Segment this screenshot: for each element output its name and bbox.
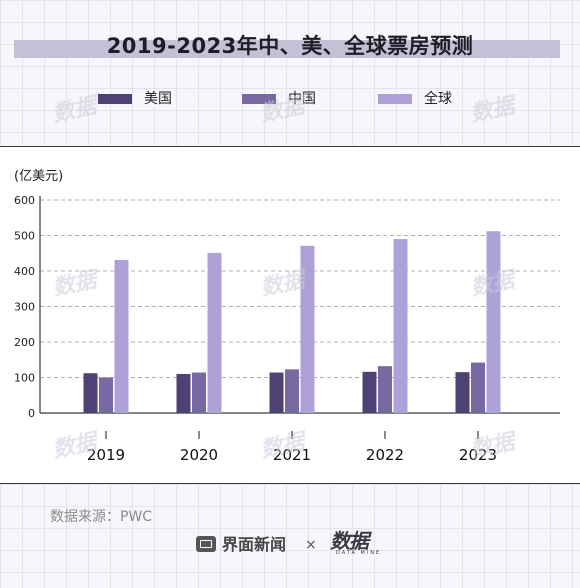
bar-2023-美国 [455,372,470,413]
chart-panel: (亿美元) 0 100 200 300 400 500 600 2019 2020 2021 202… [0,146,580,484]
y-tick-label: 600 [14,194,35,207]
y-tick-label: 100 [14,372,35,385]
bar-2020-中国 [192,372,206,413]
footer-brand: 界面新闻 [222,535,287,554]
x-tick-label: 2020 [180,446,218,464]
legend-label-us: 美国 [144,91,172,107]
legend-swatch-us [98,94,132,104]
bar-2020-全球 [207,252,222,413]
data-mine-logo: 数据 [330,529,369,553]
source-note: 数据来源：PWC [50,509,153,525]
legend-swatch-global [378,94,412,104]
x-tick-label: 2023 [459,446,497,464]
jiemian-logo-icon [196,536,216,552]
legend-label-china: 中国 [288,91,316,107]
x-tick-label: 2019 [87,446,125,464]
x-tick-label: 2022 [366,446,404,464]
bar-2023-中国 [471,362,485,413]
bar-2020-美国 [176,373,191,413]
legend-swatch-china [242,94,276,104]
bar-2022-美国 [362,371,377,413]
bar-2019-全球 [114,259,129,413]
y-tick-label: 500 [14,230,35,243]
y-tick-label: 200 [14,336,35,349]
bar-2021-中国 [285,369,299,413]
bar-2022-全球 [393,239,408,413]
x-tick-label: 2021 [273,446,311,464]
bars [83,231,501,413]
footer: 界面新闻 × 数据 DATA MINE [0,529,580,556]
y-tick-label: 400 [14,265,35,278]
bar-2021-全球 [300,245,315,413]
data-mine-logo-sub: DATA MINE [336,550,382,556]
bar-2021-美国 [269,372,284,413]
footer-times: × [305,537,317,553]
legend: 美国 中国 全球 [0,88,580,112]
bar-chart: 0 100 200 300 400 500 600 2019 2020 2021 2022 2023 [14,194,560,464]
title-bar [14,40,560,58]
chart-title: 2019-2023年中、美、全球票房预测 [106,34,474,58]
bar-2022-中国 [378,366,392,413]
legend-label-global: 全球 [424,91,452,107]
bar-2019-美国 [83,373,98,413]
bar-2019-中国 [99,377,113,413]
y-axis-unit-label: (亿美元) [14,169,64,184]
tick-labels: 0 100 200 300 400 500 600 2019 2020 2021 2022 2023 [14,194,497,464]
y-tick-label: 0 [28,407,35,420]
bar-2023-全球 [486,231,501,413]
y-tick-label: 300 [14,301,35,314]
